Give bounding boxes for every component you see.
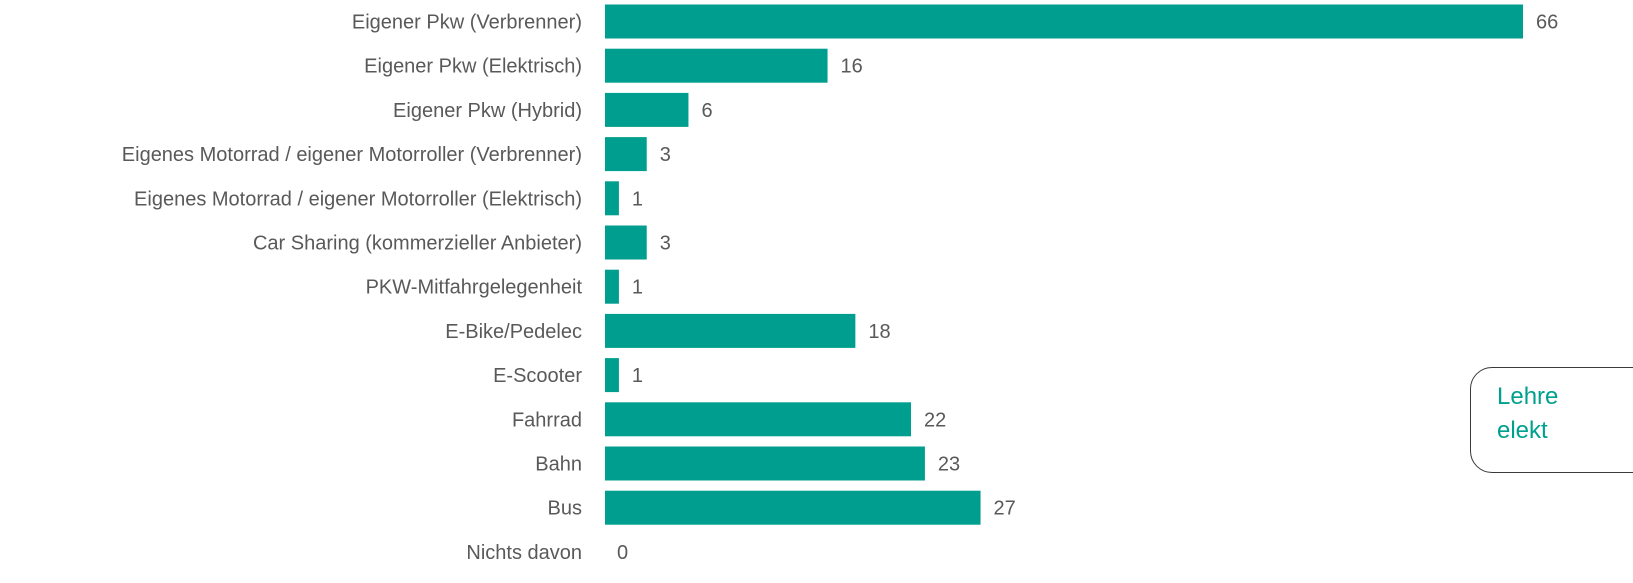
bar — [605, 92, 689, 127]
value-label: 3 — [660, 144, 671, 166]
bar — [605, 225, 647, 260]
value-label: 18 — [868, 321, 890, 343]
bar — [605, 181, 619, 216]
category-label: Nichts davon — [466, 542, 582, 564]
callout-box: Lehre elekt — [1470, 367, 1633, 473]
category-label: Eigener Pkw (Verbrenner) — [352, 12, 582, 34]
category-label: Eigener Pkw (Hybrid) — [393, 100, 582, 122]
bar — [605, 48, 828, 83]
bar — [605, 313, 856, 348]
callout-line-2: elekt — [1497, 417, 1548, 444]
value-label: 66 — [1536, 12, 1558, 34]
value-label: 1 — [632, 277, 643, 299]
category-label: Fahrrad — [512, 409, 582, 431]
callout-line-1: Lehre — [1497, 383, 1559, 410]
category-labels: Eigener Pkw (Verbrenner) Eigener Pkw (Ele… — [122, 12, 583, 564]
category-label: PKW-Mitfahrgelegenheit — [366, 277, 583, 299]
bar — [605, 4, 1523, 39]
value-label: 16 — [841, 56, 863, 78]
bar — [605, 446, 925, 481]
category-label: Bus — [548, 498, 582, 520]
value-label: 3 — [660, 233, 671, 255]
category-label: Eigenes Motorrad / eigener Motorroller (… — [122, 144, 582, 166]
bars — [605, 4, 1523, 525]
value-label: 1 — [632, 365, 643, 387]
value-label: 6 — [701, 100, 712, 122]
value-label: 0 — [617, 542, 628, 564]
category-label: E-Scooter — [493, 365, 582, 387]
bar — [605, 358, 619, 393]
category-label: E-Bike/Pedelec — [445, 321, 582, 343]
category-label: Eigener Pkw (Elektrisch) — [364, 56, 582, 78]
value-label: 22 — [924, 409, 946, 431]
value-label: 1 — [632, 188, 643, 210]
bar — [605, 269, 619, 304]
bar — [605, 490, 981, 525]
value-label: 27 — [994, 498, 1016, 520]
category-label: Eigenes Motorrad / eigener Motorroller (… — [134, 188, 582, 210]
category-label: Car Sharing (kommerzieller Anbieter) — [253, 233, 582, 255]
value-label: 23 — [938, 454, 960, 476]
bar — [605, 137, 647, 172]
category-label: Bahn — [535, 454, 582, 476]
bar — [605, 402, 911, 437]
